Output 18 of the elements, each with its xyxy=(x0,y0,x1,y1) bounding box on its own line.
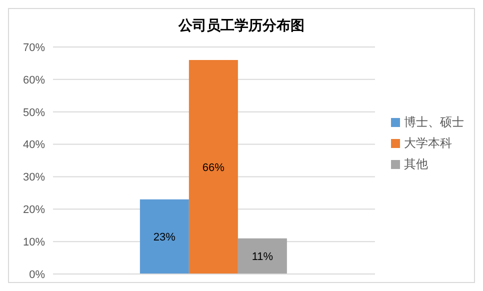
legend-label: 其他 xyxy=(404,156,428,173)
y-tick-label: 40% xyxy=(22,139,46,152)
y-tick-label: 50% xyxy=(22,106,46,119)
legend-label: 博士、硕士 xyxy=(404,114,464,131)
bar xyxy=(188,60,238,274)
y-tick-label: 0% xyxy=(29,268,46,281)
y-tick-label: 10% xyxy=(22,236,46,248)
y-tick-label: 60% xyxy=(22,74,46,86)
chart-title: 公司员工学历分布图 xyxy=(177,17,306,35)
bar xyxy=(140,199,189,274)
data-label: 11% xyxy=(252,251,274,264)
legend-label: 大学本科 xyxy=(404,135,452,152)
data-label: 66% xyxy=(202,162,225,174)
y-tick-label: 70% xyxy=(22,42,46,54)
data-label: 23% xyxy=(153,232,176,244)
y-tick-label: 30% xyxy=(22,172,46,184)
y-tick-label: 20% xyxy=(22,204,46,216)
bar xyxy=(238,238,287,274)
